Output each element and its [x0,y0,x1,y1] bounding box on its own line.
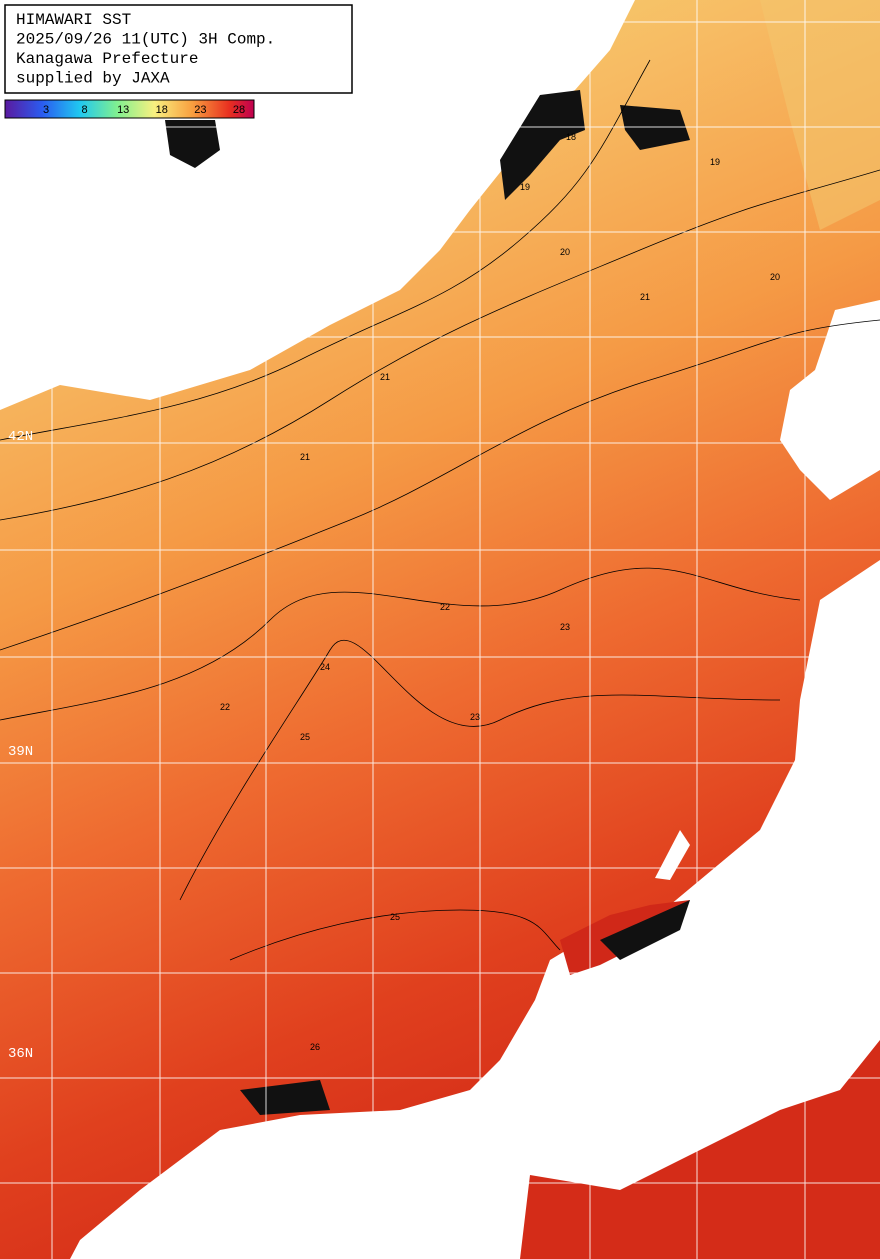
colorbar [4,99,255,119]
contour-label: 18 [566,132,576,142]
contour-label: 21 [380,372,390,382]
colorbar-tick: 28 [233,104,245,116]
land [70,560,880,1259]
contour-line [0,319,880,651]
contour-labels: 18 19 19 20 20 21 21 21 22 22 23 23 24 25 25 26 [220,132,780,1052]
colorbar-labels: 3 8 13 18 23 28 [43,104,245,116]
contour-line [179,640,781,901]
contour-label: 19 [710,157,720,167]
contour-label: 26 [310,1042,320,1052]
colorbar-tick: 8 [82,104,88,116]
title-line: Kanagawa Prefecture [16,50,198,68]
contour-label: 20 [560,247,570,257]
latitude-label: 36N [8,1046,33,1062]
cloud-mask [500,90,585,200]
cloud-mask [240,1080,330,1115]
contour-label: 25 [390,912,400,922]
contour-label: 23 [470,712,480,722]
colorbar-tick: 18 [156,104,168,116]
sea-patch [760,0,880,230]
latitude-label: 42N [8,429,33,445]
contour-label: 21 [300,452,310,462]
latitude-labels: 42N 39N 36N [8,429,33,1062]
title-line: supplied by JAXA [16,70,170,88]
colorbar-tick: 23 [194,104,206,116]
cloud-mask [165,120,220,168]
contour-label: 19 [520,182,530,192]
cloud-mask [600,900,690,960]
contour-label: 22 [440,602,450,612]
contour-label: 22 [220,702,230,712]
contour-line [0,567,801,721]
contour-label: 25 [300,732,310,742]
title-line: HIMAWARI SST [16,11,131,29]
contour-label: 20 [770,272,780,282]
latitude-label: 39N [8,744,33,760]
title-lines: HIMAWARI SST 2025/09/26 11(UTC) 3H Comp.K… [16,11,275,88]
contour-line [229,909,561,961]
contour-label: 23 [560,622,570,632]
colorbar-tick: 3 [43,104,49,116]
contour-label: 24 [320,662,330,672]
colorbar-tick: 13 [117,104,129,116]
title-box [4,4,353,94]
title-line: 2025/09/26 11(UTC) 3H Comp. [16,31,275,49]
contour-label: 21 [640,292,650,302]
